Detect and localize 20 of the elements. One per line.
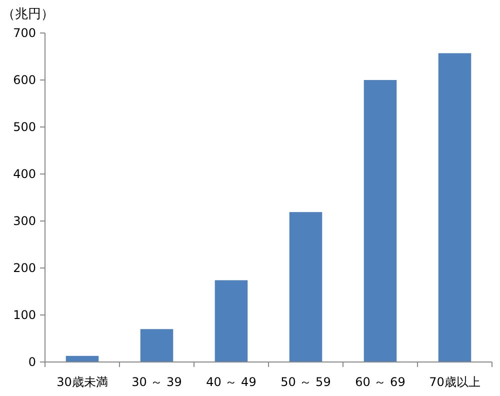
x-tick-label: 40 ～ 49 xyxy=(206,375,256,389)
y-axis-title: （兆円） xyxy=(2,7,54,22)
y-tick-label: 500 xyxy=(13,120,36,134)
y-tick-label: 400 xyxy=(13,167,36,181)
y-tick-label: 200 xyxy=(13,261,36,275)
bar xyxy=(364,80,397,362)
bar xyxy=(438,53,472,362)
x-tick-label: 30歳未満 xyxy=(56,375,108,389)
bar xyxy=(140,329,174,362)
x-tick-label: 60 ～ 69 xyxy=(355,375,406,389)
x-tick-label: 50 ～ 59 xyxy=(280,375,331,389)
y-tick-label: 100 xyxy=(13,308,36,322)
y-tick-label: 0 xyxy=(28,355,36,369)
y-tick-label: 300 xyxy=(13,214,36,228)
bar xyxy=(214,280,248,362)
x-tick-label: 30 ～ 39 xyxy=(132,375,182,389)
y-tick-label: 600 xyxy=(13,73,36,87)
y-tick-label: 700 xyxy=(13,26,36,40)
x-tick-label: 70歳以上 xyxy=(429,375,480,389)
bar xyxy=(289,212,322,362)
